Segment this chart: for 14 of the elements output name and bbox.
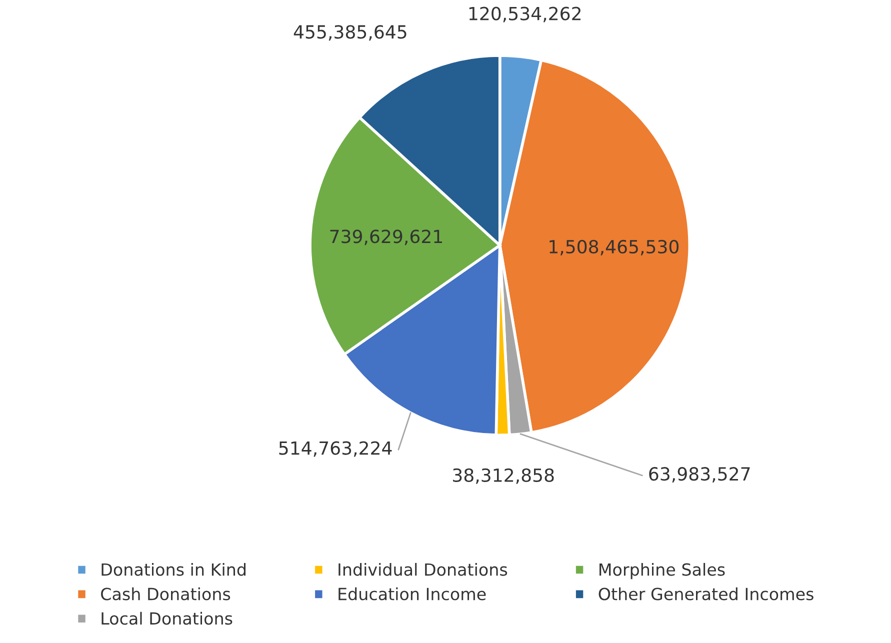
data-label: 120,534,262 xyxy=(469,6,580,22)
legend-label: Morphine Sales xyxy=(600,562,725,580)
data-label: 514,763,224 xyxy=(279,441,392,457)
legend-label: Education Income xyxy=(338,587,486,600)
data-label: 1,508,465,530 xyxy=(550,240,679,256)
data-label: 455,385,645 xyxy=(294,25,406,41)
legend-label: Cash Donations xyxy=(101,587,230,600)
data-label: 739,629,621 xyxy=(330,230,442,246)
data-label: 38,312,858 xyxy=(453,468,554,484)
legend-label: Local Donations xyxy=(102,612,232,625)
legend-label: Donations in Kind xyxy=(102,562,246,576)
legend-label: Other Generated Incomes xyxy=(598,587,814,600)
data-label: 63,983,527 xyxy=(649,467,750,483)
legend-label: Individual Donations xyxy=(338,562,508,576)
